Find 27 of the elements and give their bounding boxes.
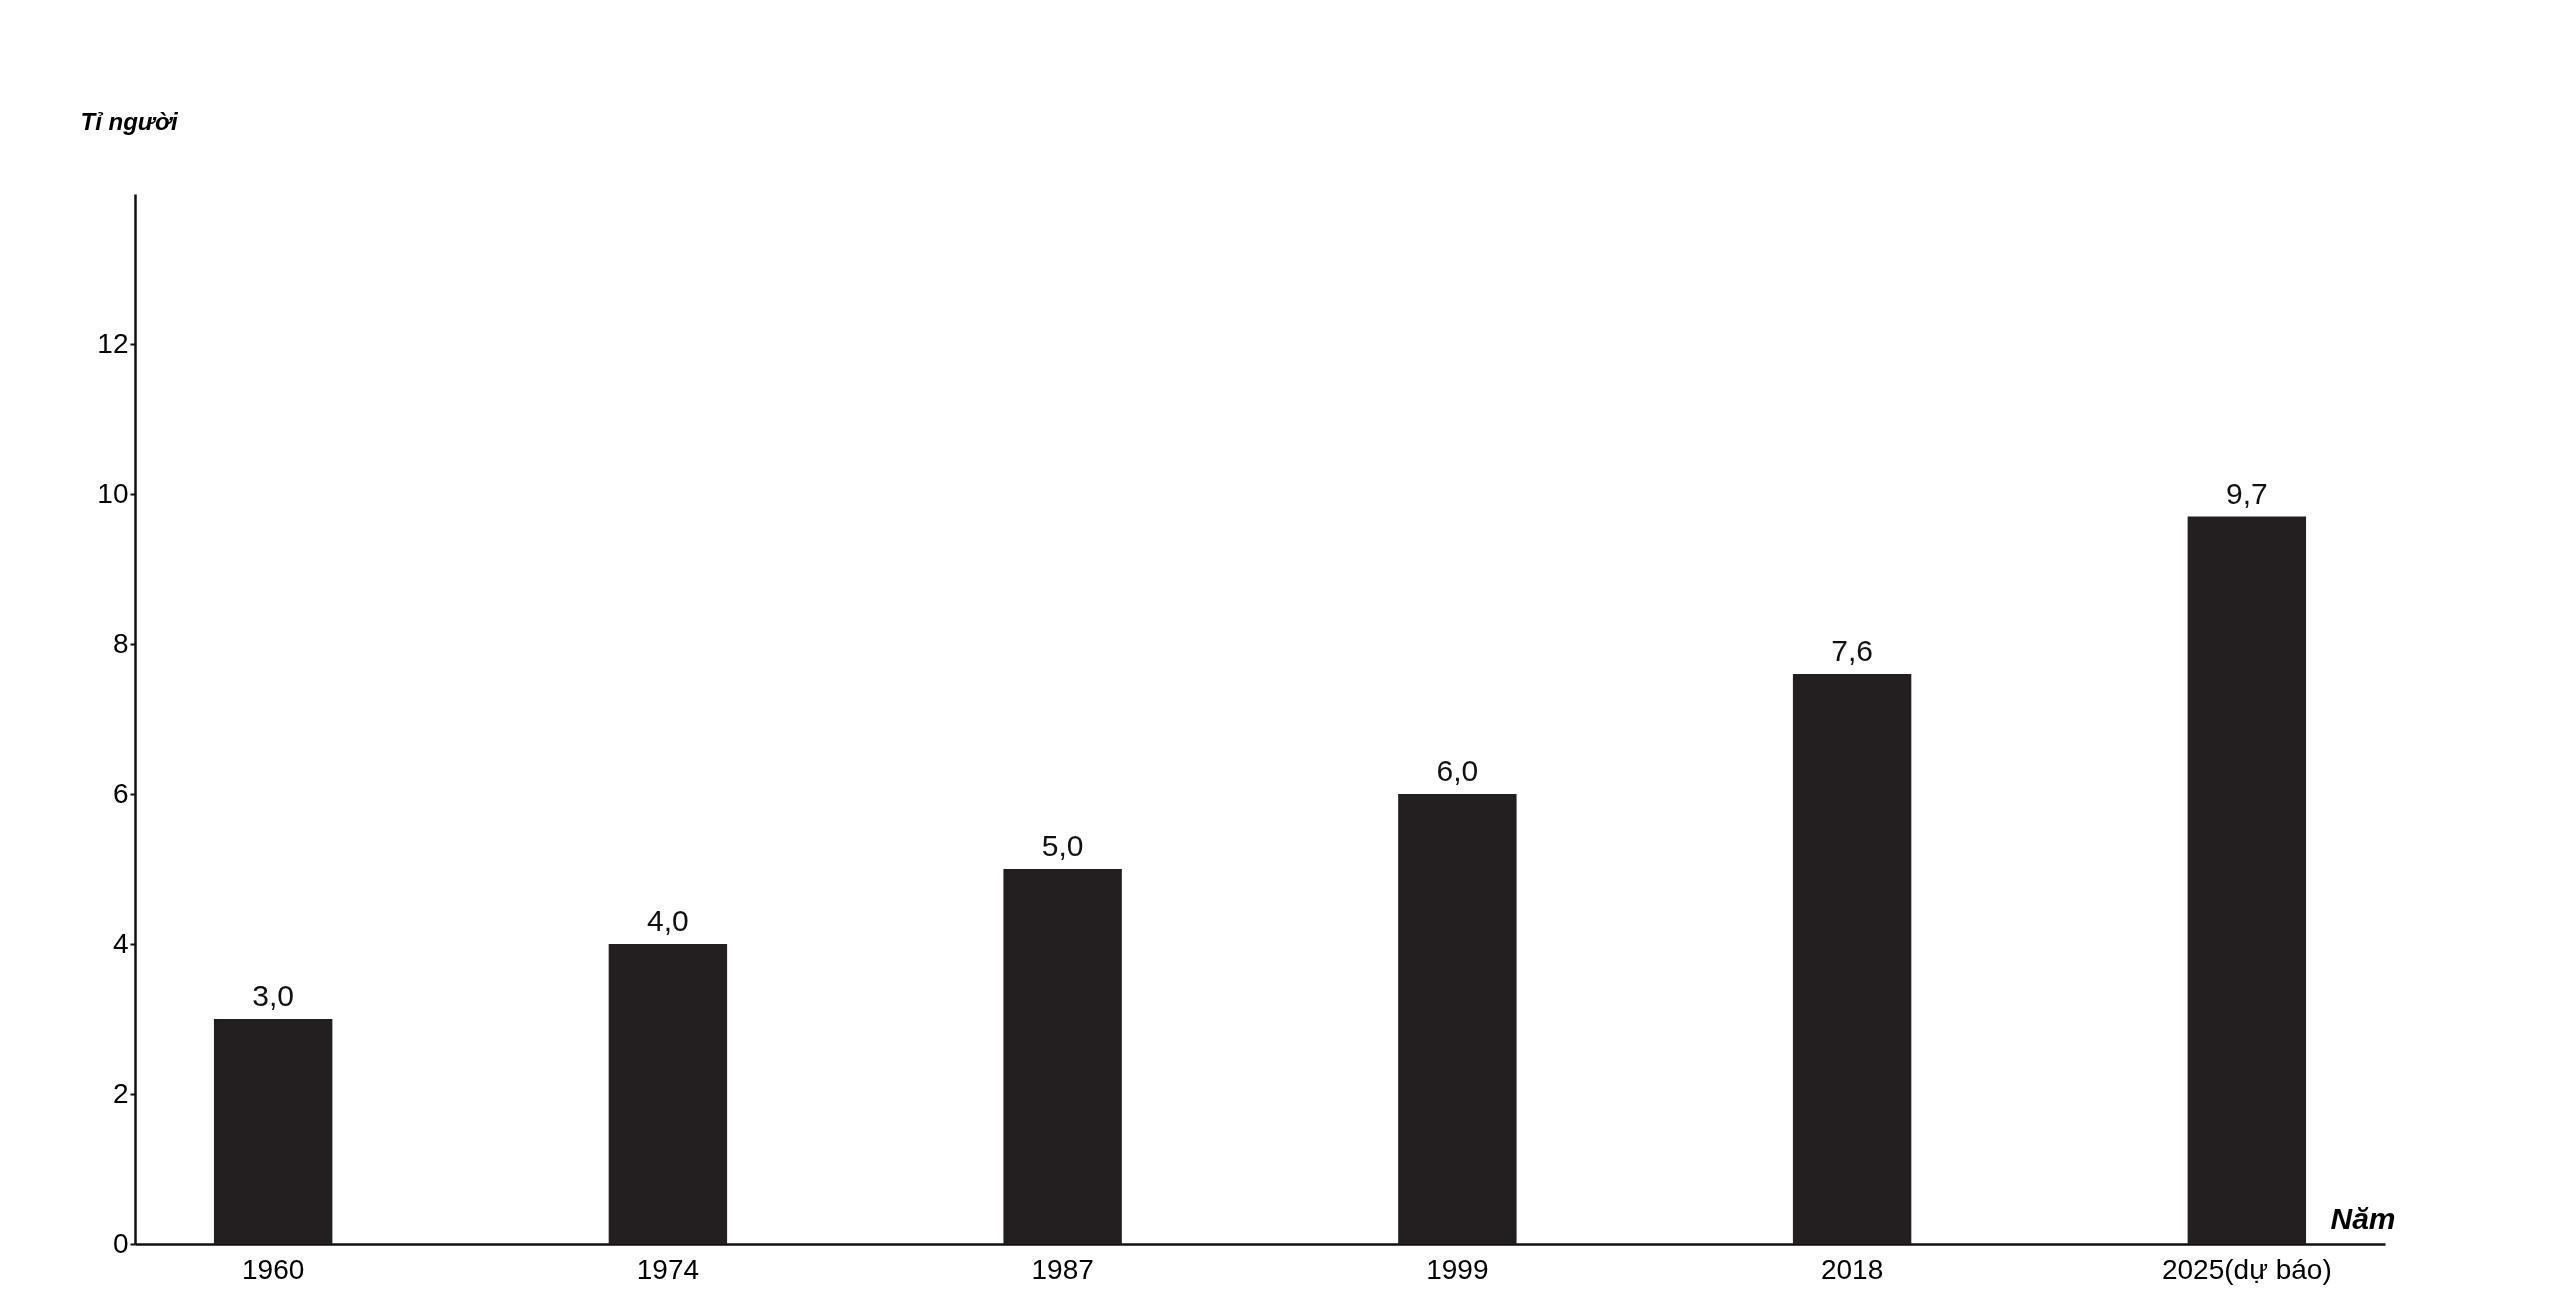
y-tick-label: 6 xyxy=(112,777,129,809)
x-tick-label: 1987 xyxy=(1031,1253,1094,1285)
bar xyxy=(1003,869,1122,1244)
bar xyxy=(213,1019,333,1244)
data-label: 6,0 xyxy=(1436,754,1479,787)
y-tick-label: 2 xyxy=(112,1077,129,1109)
data-label: 4,0 xyxy=(647,904,689,937)
bar xyxy=(608,944,728,1244)
y-tick-label: 10 xyxy=(97,477,129,509)
x-tick-label: 2018 xyxy=(1820,1253,1884,1285)
x-tick-label: 1999 xyxy=(1426,1253,1489,1285)
y-tick-label: 4 xyxy=(112,927,129,959)
y-tick-label: 12 xyxy=(97,327,129,359)
x-tick-label: 1960 xyxy=(242,1253,305,1285)
y-tick-label: 8 xyxy=(112,627,129,659)
x-axis-title: Năm xyxy=(2330,1201,2396,1235)
data-label: 9,7 xyxy=(2225,476,2268,510)
bar xyxy=(1398,794,1517,1244)
data-label: 5,0 xyxy=(1041,829,1084,862)
bar xyxy=(1792,674,1912,1244)
data-label: 7,6 xyxy=(1831,634,1873,667)
y-tick-label: 0 xyxy=(112,1227,129,1259)
y-axis-title: Tỉ người xyxy=(80,107,180,135)
x-tick-label: 1974 xyxy=(636,1253,700,1285)
x-tick-label: 2025(dự báo) xyxy=(2161,1253,2332,1285)
bar xyxy=(2187,516,2307,1244)
data-label: 3,0 xyxy=(252,979,295,1012)
